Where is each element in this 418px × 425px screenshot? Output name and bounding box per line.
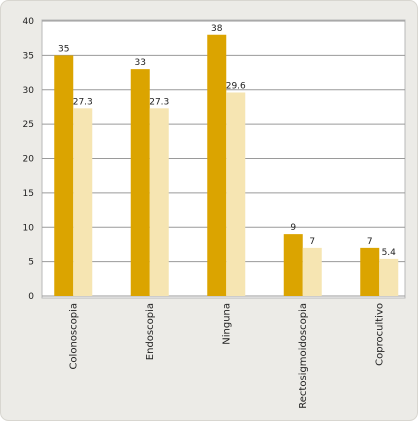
- value-label: 33: [135, 58, 146, 68]
- bar: [302, 247, 322, 296]
- value-label: 27.3: [73, 97, 93, 107]
- bar: [149, 108, 169, 296]
- bar: [54, 55, 74, 296]
- y-tick-label: 10: [23, 223, 35, 233]
- x-tick-label: Endoscopia: [145, 303, 156, 360]
- value-label: 38: [211, 24, 223, 34]
- y-tick-label: 15: [23, 189, 34, 199]
- bar: [360, 247, 380, 296]
- x-tick-label: Coprocultivo: [374, 303, 385, 366]
- y-tick-label: 30: [23, 86, 35, 96]
- x-tick-label: Ninguna: [221, 303, 232, 345]
- bar: [130, 69, 150, 296]
- value-label: 9: [290, 223, 296, 233]
- bar: [73, 108, 93, 296]
- value-label: 29.6: [226, 82, 246, 92]
- value-label: 27.3: [149, 97, 169, 107]
- bar: [207, 34, 227, 296]
- bar: [283, 234, 303, 296]
- value-label: 35: [58, 44, 69, 54]
- y-tick-label: 25: [23, 120, 34, 130]
- y-tick-label: 35: [23, 51, 34, 61]
- y-tick-label: 0: [28, 292, 34, 302]
- x-tick-label: Colonoscopia: [68, 303, 79, 370]
- value-label: 5.4: [382, 248, 397, 258]
- y-tick-label: 40: [23, 17, 35, 27]
- bar: [226, 92, 246, 296]
- bar: [379, 258, 399, 296]
- y-tick-label: 20: [23, 155, 35, 165]
- y-tick-label: 5: [28, 258, 34, 268]
- x-tick-label: Rectosigmoidoscopia: [298, 303, 309, 409]
- value-label: 7: [367, 237, 373, 247]
- value-label: 7: [309, 237, 315, 247]
